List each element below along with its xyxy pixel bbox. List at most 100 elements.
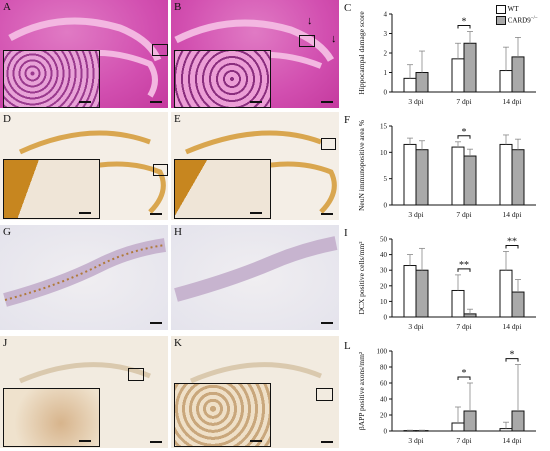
bar — [415, 149, 429, 206]
chart-hippocampal-damage: 0 1 2 3 4 Hippocampal damage score 3 dpi 7 dpi *… — [357, 11, 536, 106]
roi-box — [152, 44, 168, 56]
micrograph-inset — [3, 50, 100, 108]
panel-label-d: D — [3, 113, 11, 125]
y-tick-label: 0 — [384, 202, 388, 210]
micrograph-app-card9: K — [171, 336, 339, 448]
y-tick-label: 0 — [384, 428, 388, 436]
legend-item-card9: CARD9−/− — [496, 14, 538, 26]
x-tick-label: 14 dpi — [503, 322, 522, 331]
micrograph-he-wt: A — [0, 0, 168, 108]
panel-label-i: I — [344, 227, 348, 239]
x-tick-label: 7 dpi — [456, 97, 471, 106]
y-axis-label: βAPP positive axons/mm² — [357, 351, 366, 430]
y-axis-label: DCX positive cells/mm² — [357, 241, 366, 315]
x-tick-label: 14 dpi — [503, 210, 522, 219]
legend-item-wt: WT — [496, 4, 538, 14]
x-tick-label: 7 dpi — [456, 322, 471, 331]
x-tick-label: 14 dpi — [503, 436, 522, 445]
legend-swatch-card9 — [496, 16, 506, 26]
y-tick-label: 2 — [384, 50, 388, 58]
scale-bar — [321, 322, 333, 324]
bar — [511, 291, 525, 318]
bar — [403, 430, 417, 432]
x-tick-label: 7 dpi — [456, 436, 471, 445]
bar — [415, 430, 429, 432]
panel-label-e: E — [174, 113, 181, 125]
y-tick-label: 0 — [384, 314, 388, 322]
significance-marker: * — [462, 17, 467, 28]
bar — [403, 143, 417, 206]
bar — [451, 289, 465, 318]
significance-marker: * — [510, 350, 515, 361]
arrow-icon: ↓ — [331, 33, 337, 45]
bar — [451, 58, 465, 93]
bar — [463, 410, 477, 432]
micrograph-app-wt: J — [0, 336, 168, 448]
x-tick-label: 7 dpi — [456, 210, 471, 219]
panel-label-g: G — [3, 226, 11, 238]
inset-scale-bar — [79, 212, 91, 214]
hippocampus-outline — [190, 362, 322, 384]
x-tick-label: 3 dpi — [408, 322, 423, 331]
significance-marker: ** — [459, 260, 469, 271]
legend-label-wt: WT — [507, 5, 519, 13]
y-tick-label: 3 — [384, 30, 388, 38]
significance-bracket — [457, 135, 471, 139]
scale-bar — [150, 101, 162, 103]
micrograph-neun-card9: E — [171, 112, 339, 220]
bar — [499, 143, 513, 206]
panel-label-l: L — [344, 340, 351, 352]
chart-dcx-cells: 0 10 20 30 40 50 DCX positive cells/mm² 3 dpi 7 … — [357, 236, 536, 331]
y-tick-label: 20 — [380, 282, 388, 290]
x-tick-label: 14 dpi — [503, 97, 522, 106]
legend-swatch-wt — [496, 4, 506, 14]
scale-bar — [321, 101, 333, 103]
y-tick-label: 10 — [380, 298, 388, 306]
y-axis-label: NeuN immunopositive area % — [357, 120, 366, 211]
bar — [463, 313, 477, 318]
micrograph-neun-wt: D — [0, 112, 168, 220]
y-tick-label: 50 — [380, 236, 388, 244]
bar — [415, 72, 429, 93]
inset-scale-bar — [250, 212, 262, 214]
panel-label-h: H — [174, 226, 182, 238]
dentate-gyrus-outline — [174, 236, 338, 302]
micrograph-dcx-wt: G — [0, 225, 168, 330]
x-tick-label: 3 dpi — [408, 210, 423, 219]
panel-label-f: F — [344, 114, 351, 126]
bar — [403, 77, 417, 93]
significance-bracket — [457, 25, 471, 29]
bar — [511, 149, 525, 206]
x-tick-label: 3 dpi — [408, 436, 423, 445]
inset-scale-bar — [250, 440, 262, 442]
bar — [463, 42, 477, 93]
arrow-icon: ↓ — [307, 15, 313, 27]
y-tick-label: 0 — [384, 89, 388, 97]
micrograph-inset — [174, 50, 271, 108]
panel-label-c: C — [344, 2, 352, 14]
y-tick-label: 60 — [380, 380, 388, 388]
bar — [415, 269, 429, 318]
panel-label-a: A — [3, 1, 11, 13]
micrograph-inset — [3, 159, 100, 219]
bar — [451, 146, 465, 206]
panel-label-b: B — [174, 1, 182, 13]
hippocampus-outline — [19, 362, 151, 384]
chart-neun-area: 0 5 10 15 NeuN immunopositive area % 3 dpi 7 d… — [357, 120, 536, 219]
inset-scale-bar — [79, 101, 91, 103]
x-tick-label: 3 dpi — [408, 97, 423, 106]
scale-bar — [321, 441, 333, 443]
micrograph-inset — [174, 159, 271, 219]
y-tick-label: 80 — [380, 364, 388, 372]
bar — [499, 428, 513, 432]
significance-bracket — [457, 376, 471, 380]
micrograph-inset — [174, 383, 271, 447]
micrograph-inset — [3, 388, 100, 447]
bar — [499, 70, 513, 93]
y-axis-label: Hippocampal damage score — [357, 11, 366, 95]
legend-superscript: −/− — [530, 16, 538, 21]
significance-marker: ** — [507, 236, 517, 247]
significance-bracket — [505, 358, 519, 362]
inset-scale-bar — [79, 440, 91, 442]
legend: WT CARD9−/− — [496, 4, 538, 26]
